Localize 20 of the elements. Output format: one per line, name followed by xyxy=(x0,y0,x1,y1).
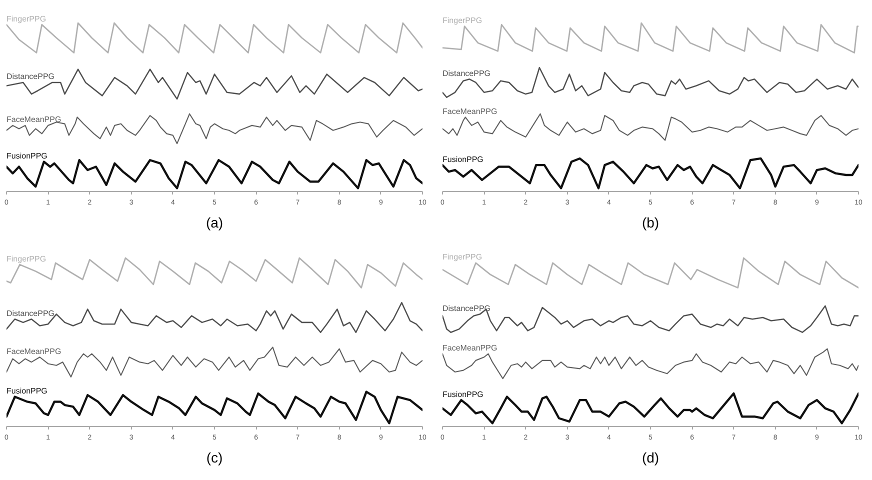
series-label: FusionPPG xyxy=(442,154,484,164)
text: (c) xyxy=(206,450,223,466)
text: (b) xyxy=(642,214,660,230)
series-label: FaceMeanPPG xyxy=(6,346,62,356)
series-label: FaceMeanPPG xyxy=(6,115,62,124)
series-label: FusionPPG xyxy=(6,151,48,160)
series-label: DistancePPG xyxy=(442,68,491,78)
series-label: FingerPPG xyxy=(442,16,482,25)
series-label: FaceMeanPPG xyxy=(442,106,498,116)
series-label: FingerPPG xyxy=(6,14,46,24)
series-label: FaceMeanPPG xyxy=(442,344,498,352)
series-label: DistancePPG xyxy=(442,304,491,313)
series-label: FusionPPG xyxy=(6,386,48,396)
series-label: FingerPPG xyxy=(442,252,482,262)
series-label: DistancePPG xyxy=(6,72,55,82)
text: (a) xyxy=(206,214,224,230)
text: (d) xyxy=(642,450,660,466)
series-label: FusionPPG xyxy=(442,390,484,399)
series-label: FingerPPG xyxy=(6,254,46,264)
series-label: DistancePPG xyxy=(6,308,55,318)
